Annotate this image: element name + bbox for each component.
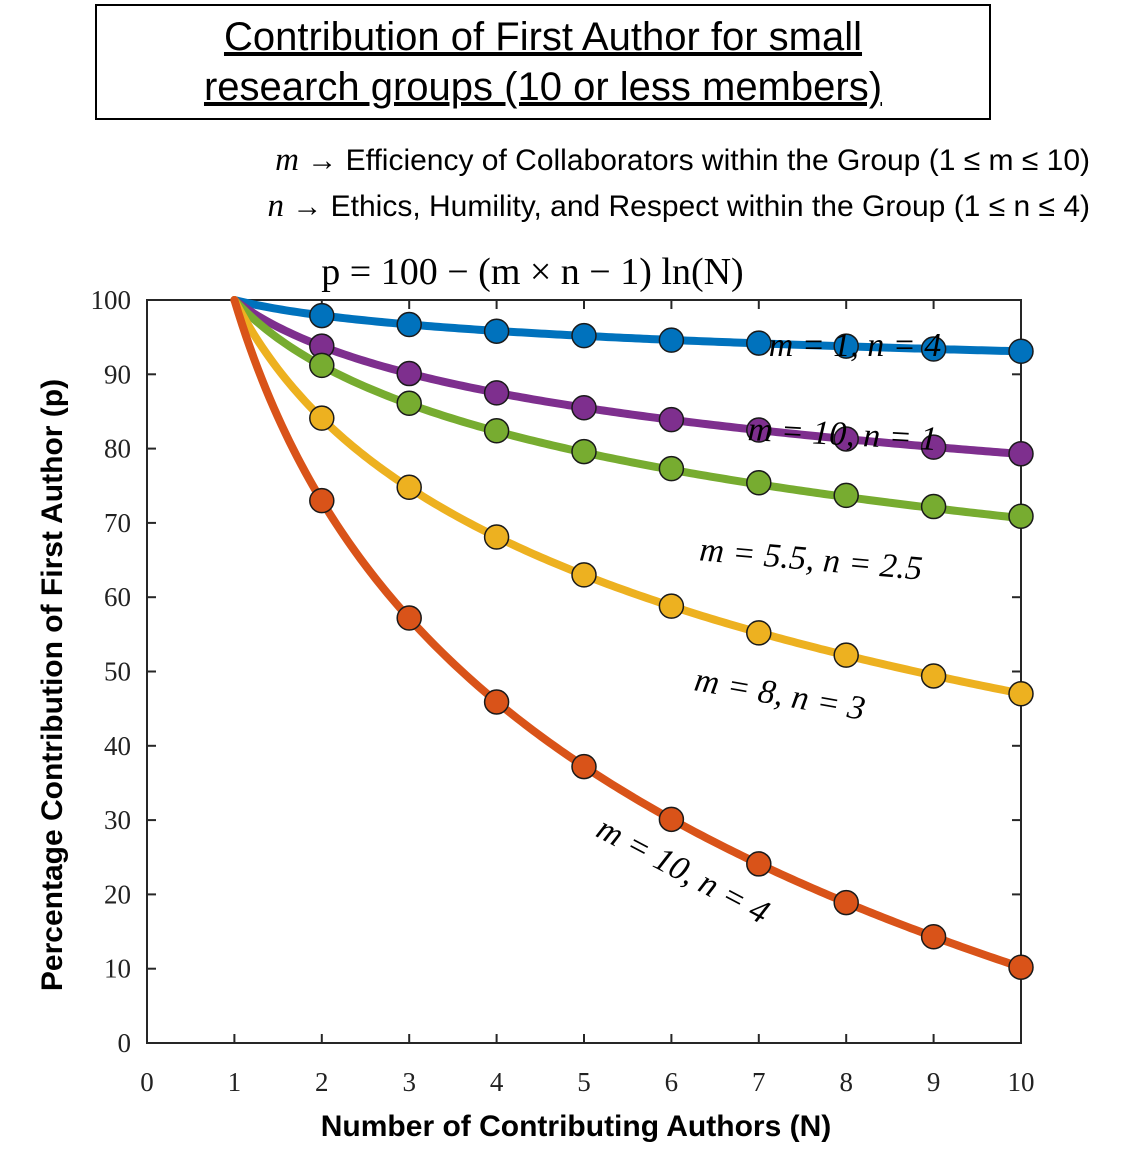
definition-m: m → Efficiency of Collaborators within t… xyxy=(0,142,1090,179)
data-point xyxy=(483,689,510,715)
y-tick-label: 30 xyxy=(104,805,131,835)
y-tick-label: 70 xyxy=(104,508,131,538)
y-tick-label: 80 xyxy=(104,434,131,464)
x-tick-label: 0 xyxy=(140,1067,154,1097)
definition-n-symbol: n xyxy=(267,188,284,224)
chart-title-box: Contribution of First Author for small r… xyxy=(95,4,991,120)
y-tick-label: 0 xyxy=(118,1028,132,1058)
data-point xyxy=(483,418,510,444)
y-tick-label: 10 xyxy=(104,954,131,984)
data-point xyxy=(658,327,685,353)
series-line xyxy=(230,296,1025,698)
data-point xyxy=(746,417,772,443)
data-point xyxy=(396,474,422,500)
data-point xyxy=(746,851,772,877)
x-tick-label: 7 xyxy=(752,1067,766,1097)
data-point xyxy=(396,311,422,338)
data-point xyxy=(746,620,772,646)
definition-m-text: → Efficiency of Collaborators within the… xyxy=(298,144,1090,177)
curve-label: m = 8, n = 3 xyxy=(692,661,868,727)
data-point xyxy=(746,470,772,496)
data-point xyxy=(746,330,772,356)
y-tick-label: 60 xyxy=(104,582,131,612)
data-point xyxy=(309,352,335,379)
series-line xyxy=(230,296,1025,972)
data-point xyxy=(1008,954,1034,980)
data-point xyxy=(571,562,597,588)
y-tick-label: 90 xyxy=(104,359,131,389)
definition-n: n → Ethics, Humility, and Respect within… xyxy=(0,188,1090,225)
data-point xyxy=(571,322,597,349)
x-tick-label: 4 xyxy=(490,1067,504,1097)
x-tick-label: 3 xyxy=(402,1067,416,1097)
y-tick-label: 100 xyxy=(91,285,132,315)
data-point xyxy=(309,405,335,431)
markers xyxy=(309,302,1034,980)
x-tick-label: 8 xyxy=(839,1067,853,1097)
data-point xyxy=(396,390,422,417)
data-point xyxy=(483,524,510,550)
y-tick-label: 50 xyxy=(104,657,131,687)
data-point xyxy=(1008,503,1034,529)
x-axis-title: Number of Contributing Authors (N) xyxy=(321,1110,831,1143)
series-line xyxy=(230,296,1025,523)
x-tick-label: 2 xyxy=(315,1067,329,1097)
data-point xyxy=(833,642,859,668)
data-point xyxy=(309,487,335,514)
data-point xyxy=(833,426,859,452)
x-tick-label: 1 xyxy=(228,1067,242,1097)
data-point xyxy=(483,318,510,344)
y-tick-label: 40 xyxy=(104,731,131,761)
y-tick-label: 20 xyxy=(104,879,131,909)
definition-m-symbol: m xyxy=(275,142,299,178)
x-tick-label: 6 xyxy=(665,1067,679,1097)
curve-label: m = 10, n = 1 xyxy=(747,411,938,458)
curve-label: m = 5.5, n = 2.5 xyxy=(698,531,924,587)
formula: p = 100 − (m × n − 1) ln(N) xyxy=(321,251,744,293)
data-point xyxy=(920,434,947,460)
data-point xyxy=(1008,681,1034,707)
data-point xyxy=(833,482,859,509)
data-point xyxy=(309,302,335,329)
data-point xyxy=(658,593,685,619)
curve-label: m = 1, n = 4 xyxy=(769,327,941,364)
data-point xyxy=(1008,338,1034,365)
series-line xyxy=(230,296,1025,356)
x-tick-label: 9 xyxy=(927,1067,941,1097)
data-point xyxy=(658,455,685,482)
series-line xyxy=(230,296,1025,458)
data-point xyxy=(833,889,859,916)
data-point xyxy=(658,806,685,833)
data-point xyxy=(396,605,422,631)
definition-n-text: → Ethics, Humility, and Respect within t… xyxy=(283,190,1090,223)
data-point xyxy=(571,394,597,421)
data-point xyxy=(920,663,947,689)
data-point xyxy=(833,333,859,359)
data-point xyxy=(571,438,597,465)
chart-title-line-1: Contribution of First Author for small xyxy=(223,15,863,59)
data-point xyxy=(920,336,947,362)
x-tick-label: 10 xyxy=(1008,1067,1035,1097)
curves xyxy=(230,296,1025,972)
data-point xyxy=(1008,441,1034,467)
chart-title-line-2: research groups (10 or less members) xyxy=(203,65,883,109)
data-point xyxy=(571,753,597,780)
x-tick-label: 5 xyxy=(577,1067,591,1097)
data-point xyxy=(920,924,947,950)
data-point xyxy=(396,360,422,387)
data-point xyxy=(483,380,510,406)
data-point xyxy=(658,406,685,433)
y-axis-title: Percentage Contribution of First Author … xyxy=(36,379,69,991)
data-point xyxy=(920,493,947,520)
